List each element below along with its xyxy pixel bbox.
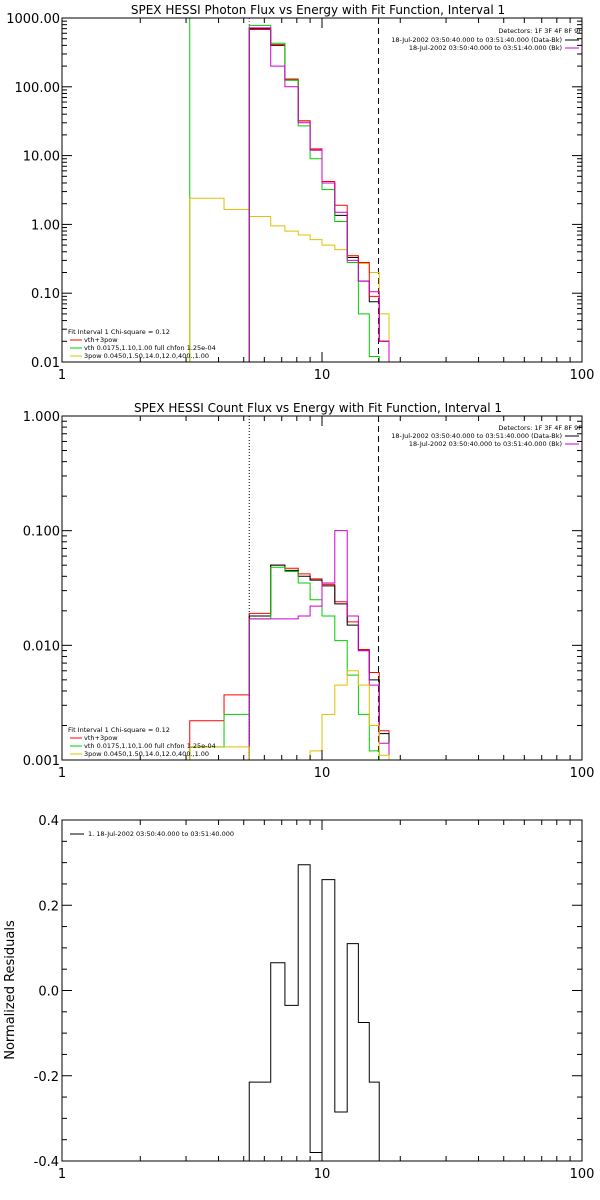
resid-y-tick-label: 0.4: [38, 814, 59, 829]
photon-flux-legend-bottom-left: Fit Interval 1 Chi-square = 0.12 vth+3po…: [68, 328, 216, 360]
fit-interval-label-2: Fit Interval 1 Chi-square = 0.12: [68, 726, 170, 734]
legend-3pow-2: 3pow 0.0450,1.50,14.0,12.0,400.,1.00: [84, 750, 209, 758]
resid-y-tick-label: 0.2: [38, 899, 59, 914]
photon-flux-plot-area: [189, 18, 390, 363]
residuals-plot-area: [248, 864, 380, 1161]
residuals-axes: 1 10 100 0.4 0.2 0.0 -0.2 -0.4: [34, 814, 595, 1182]
resid-series-0: [248, 864, 380, 1161]
resid-x-tick-label: 1: [58, 1167, 66, 1182]
photon-flux-title: SPEX HESSI Photon Flux vs Energy with Fi…: [131, 3, 505, 17]
photon-y-tick-label: 0.10: [31, 287, 60, 302]
residuals-legend: 1. 18-Jul-2002 03:50:40.000 to 03:51:40.…: [70, 830, 234, 838]
resid-y-tick-label: -0.4: [34, 1155, 59, 1170]
photon-y-tick-label: 1000.00: [6, 12, 60, 27]
residuals-legend-label: 1. 18-Jul-2002 03:50:40.000 to 03:51:40.…: [88, 830, 234, 838]
legend-vth-3pow: vth+3pow: [84, 336, 118, 344]
resid-y-tick-label: -0.2: [34, 1070, 59, 1085]
photon-x-tick-label: 1: [58, 368, 66, 383]
count-series-4: [189, 670, 390, 761]
resid-y-tick-label: 0.0: [38, 985, 59, 1000]
count-flux-legend-bottom-left: Fit Interval 1 Chi-square = 0.12 vth+3po…: [68, 726, 216, 758]
count-x-tick-label: 10: [314, 766, 331, 781]
data-bk-label: 18-Jul-2002 03:50:40.000 to 03:51:40.000…: [391, 36, 562, 44]
count-flux-panel: SPEX HESSI Count Flux vs Energy with Fit…: [23, 401, 595, 781]
resid-x-tick-label: 100: [570, 1167, 595, 1182]
photon-series-1: [248, 29, 390, 362]
count-flux-legend-top-right: Detectors: 1F 3F 4F 8F 9F 18-Jul-2002 03…: [391, 424, 582, 448]
count-flux-axes: 1 10 100 1.000 0.100 0.010 0.001: [23, 410, 595, 781]
count-flux-plot-area: [189, 416, 390, 761]
photon-flux-panel: SPEX HESSI Photon Flux vs Energy with Fi…: [6, 3, 594, 383]
residuals-y-axis-label: Normalized Residuals: [3, 920, 18, 1060]
photon-y-tick-label: 1.00: [31, 218, 60, 233]
legend-vth: vth 0.0175,1.10,1.00 full chfon 1.25e-04: [84, 344, 216, 352]
count-y-tick-label: 0.100: [23, 525, 60, 540]
photon-series-3: [248, 27, 390, 362]
count-y-tick-label: 0.010: [23, 639, 60, 654]
count-flux-title: SPEX HESSI Count Flux vs Energy with Fit…: [134, 401, 502, 415]
count-x-tick-label: 100: [570, 766, 595, 781]
photon-y-tick-label: 10.00: [23, 150, 60, 165]
legend-vth-2: vth 0.0175,1.10,1.00 full chfon 1.25e-04: [84, 742, 216, 750]
legend-3pow: 3pow 0.0450,1.50,14.0,12.0,400.,1.00: [84, 352, 209, 360]
count-series-3: [248, 530, 390, 760]
residuals-panel: 1 10 100 0.4 0.2 0.0 -0.2 -0.4 Normalized Resid…: [3, 814, 594, 1182]
legend-vth-3pow-2: vth+3pow: [84, 734, 118, 742]
photon-y-tick-label: 0.01: [31, 356, 60, 371]
photon-x-tick-label: 10: [314, 368, 331, 383]
data-bk-label-2: 18-Jul-2002 03:50:40.000 to 03:51:40.000…: [391, 432, 562, 440]
bk-label-2: 18-Jul-2002 03:50:40.000 to 03:51:40.000…: [409, 440, 562, 448]
count-x-tick-label: 1: [58, 766, 66, 781]
photon-y-tick-label: 100.00: [15, 81, 61, 96]
count-y-tick-label: 0.001: [23, 754, 60, 769]
resid-x-tick-label: 10: [314, 1167, 331, 1182]
photon-flux-legend-top-right: Detectors: 1F 3F 4F 8F 9F 18-Jul-2002 03…: [391, 27, 582, 52]
bk-label: 18-Jul-2002 03:50:40.000 to 03:51:40.000…: [409, 44, 562, 52]
count-y-tick-label: 1.000: [23, 410, 60, 425]
detectors-label-2: Detectors: 1F 3F 4F 8F 9F: [498, 424, 582, 432]
fit-interval-label: Fit Interval 1 Chi-square = 0.12: [68, 328, 170, 336]
photon-x-tick-label: 100: [570, 368, 595, 383]
detectors-label: Detectors: 1F 3F 4F 8F 9F: [498, 27, 582, 35]
photon-flux-axes: 1 10 100 1000.00 100.00 10.00 1.00 0.10 0.01: [6, 12, 594, 383]
count-series-1: [248, 564, 390, 760]
photon-series-2: [248, 24, 389, 363]
